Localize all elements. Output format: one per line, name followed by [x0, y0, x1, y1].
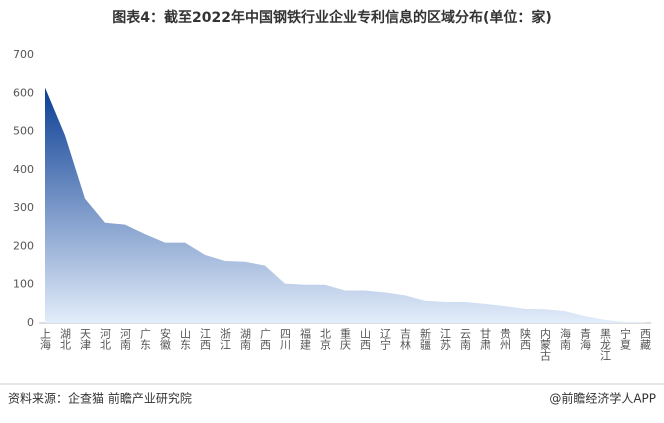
x-tick-label: 黑龙江 [599, 328, 612, 361]
x-tick-label: 安徽 [159, 327, 172, 351]
y-tick-label: 600 [13, 86, 34, 99]
x-tick-label: 贵州 [499, 328, 512, 350]
x-tick-label: 重庆 [339, 327, 352, 351]
y-tick-label: 300 [13, 201, 34, 214]
x-tick-label: 新疆 [419, 327, 432, 350]
y-tick-label: 500 [13, 125, 34, 138]
x-tick-label: 湖南 [239, 328, 252, 350]
x-tick-label: 海南 [559, 327, 572, 350]
x-tick-label: 辽宁 [379, 328, 392, 350]
x-tick-label: 湖北 [59, 328, 72, 350]
y-tick-label: 200 [13, 239, 34, 252]
area [45, 87, 645, 324]
y-tick-label: 0 [27, 316, 34, 329]
x-tick-label: 江西 [199, 328, 212, 350]
x-tick-label: 山东 [179, 328, 192, 350]
x-tick-label: 西藏 [639, 328, 652, 351]
x-tick-label: 山西 [359, 328, 372, 350]
chart-title: 图表4：截至2022年中国钢铁行业企业专利信息的区域分布(单位：家) [112, 9, 552, 26]
x-tick-label: 云南 [459, 328, 472, 350]
x-tick-label: 福建 [299, 327, 312, 351]
x-tick-label: 四川 [279, 328, 292, 350]
x-tick-label: 上海 [39, 328, 52, 351]
x-tick-label: 甘肃 [479, 328, 492, 351]
x-tick-label: 浙江 [219, 328, 232, 350]
x-tick-label: 宁夏 [619, 327, 632, 350]
x-tick-label: 广东 [139, 328, 152, 350]
x-tick-label: 河南 [119, 328, 132, 350]
y-tick-label: 400 [13, 163, 34, 176]
x-tick-label: 河北 [99, 328, 112, 350]
x-tick-label: 吉林 [399, 328, 412, 350]
x-tick-label: 广西 [259, 328, 272, 350]
x-tick-label: 青海 [579, 328, 592, 351]
y-tick-label: 700 [13, 48, 34, 61]
credit: @前瞻经济学人APP [549, 391, 656, 406]
x-tick-label: 内蒙古 [539, 327, 552, 361]
y-tick-label: 100 [13, 278, 34, 291]
x-tick-label: 陕西 [519, 327, 532, 350]
x-tick-label: 江苏 [439, 328, 452, 351]
x-tick-label: 天津 [79, 328, 92, 350]
x-tick-label: 北京 [319, 328, 332, 351]
source: 资料来源：企查猫 前瞻产业研究院 [8, 391, 192, 406]
